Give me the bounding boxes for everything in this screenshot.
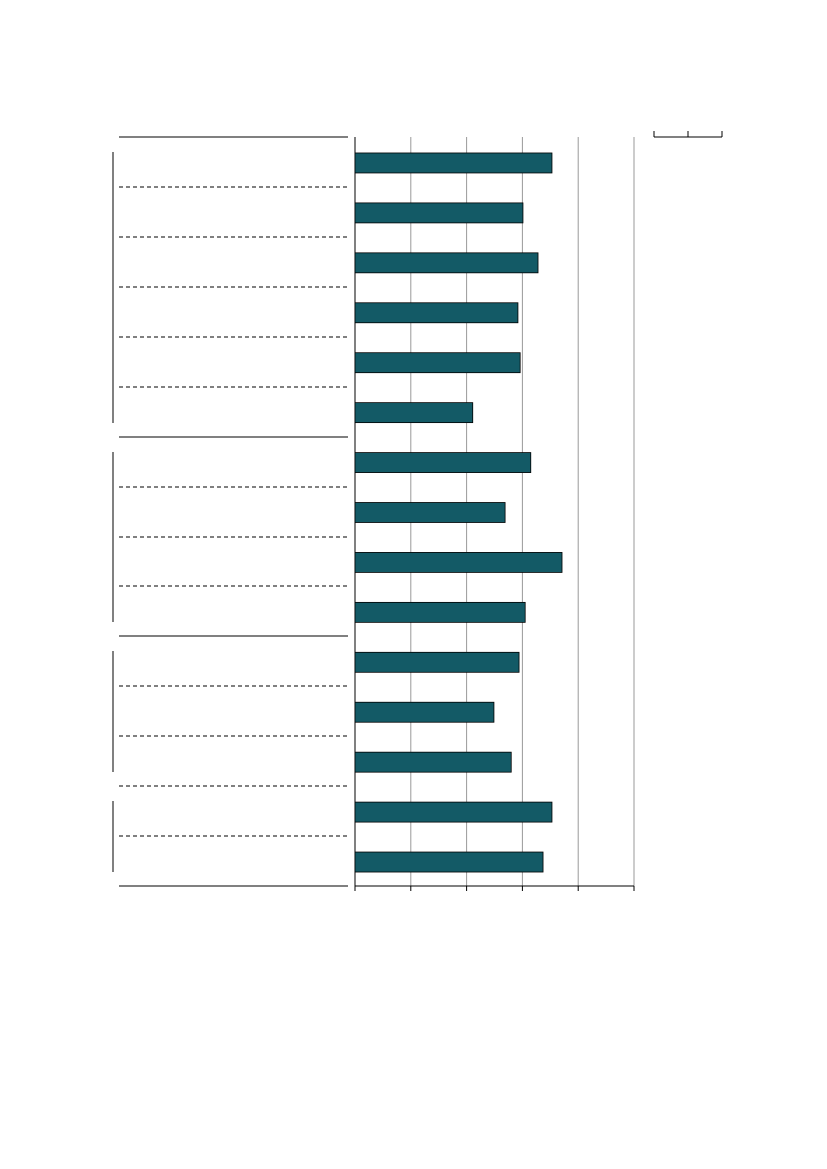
bar: [354, 601, 526, 623]
bar: [354, 801, 553, 823]
bar: [354, 202, 524, 224]
bar: [354, 751, 512, 773]
bar: [354, 152, 553, 174]
bar: [354, 352, 521, 374]
bar: [354, 651, 520, 673]
bar: [354, 552, 563, 573]
bar: [354, 402, 474, 424]
bar: [354, 851, 544, 873]
table-frame: [112, 131, 723, 887]
bar: [354, 302, 519, 324]
bar: [354, 452, 532, 473]
bar: [354, 502, 506, 523]
bar: [354, 252, 539, 274]
bar: [354, 701, 495, 723]
row-separators: [119, 186, 348, 837]
